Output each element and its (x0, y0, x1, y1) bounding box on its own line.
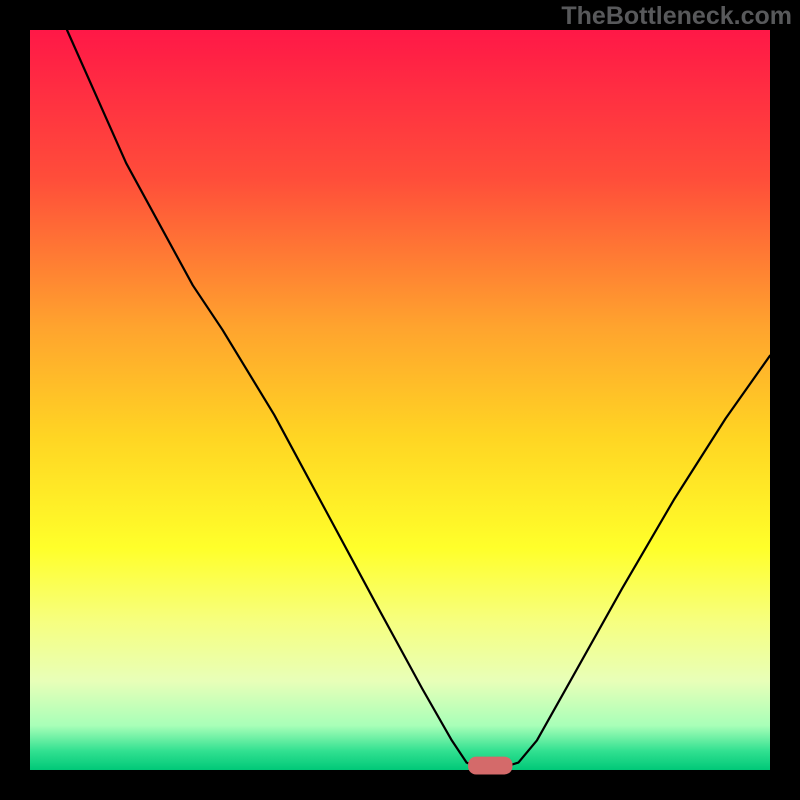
chart-background (30, 30, 770, 770)
watermark-text: TheBottleneck.com (561, 2, 792, 31)
chart-frame: TheBottleneck.com (0, 0, 800, 800)
bottleneck-chart (0, 0, 800, 800)
optimum-marker (468, 757, 512, 775)
